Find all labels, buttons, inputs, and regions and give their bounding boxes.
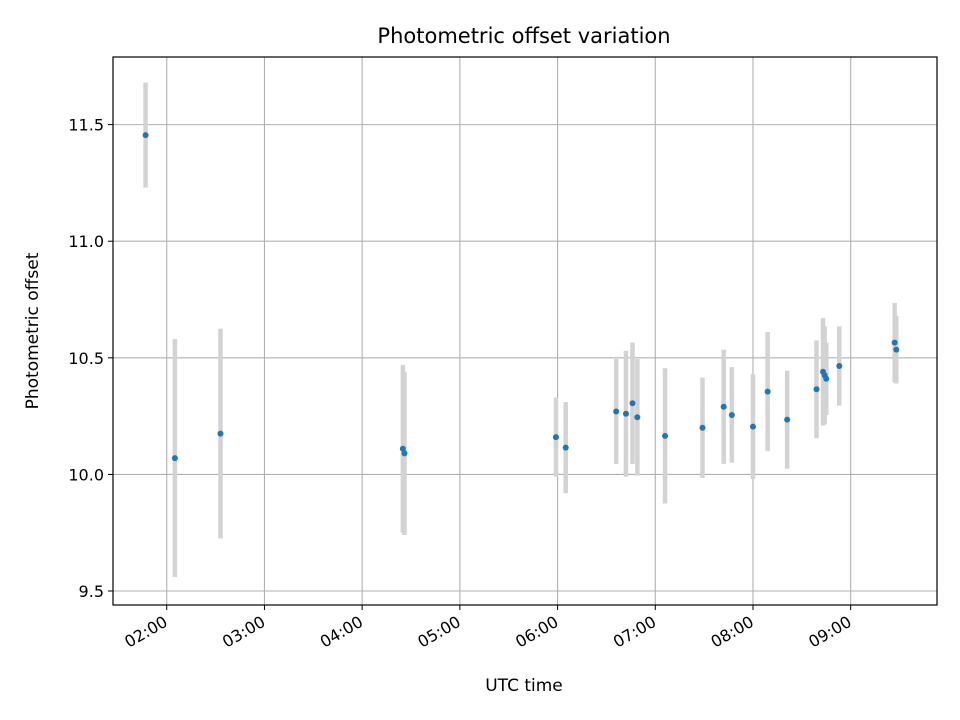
data-point bbox=[562, 444, 569, 451]
data-point bbox=[399, 445, 406, 452]
data-point bbox=[720, 403, 727, 410]
data-point bbox=[634, 414, 641, 421]
y-tick-label: 10.5 bbox=[68, 349, 104, 368]
y-tick-label: 10.0 bbox=[68, 465, 104, 484]
y-tick-label: 9.5 bbox=[79, 582, 104, 601]
y-axis-label: Photometric offset bbox=[23, 252, 43, 409]
y-tick-label: 11.0 bbox=[68, 232, 104, 251]
data-points bbox=[142, 132, 900, 462]
data-point bbox=[784, 416, 791, 423]
data-point bbox=[171, 455, 178, 462]
data-point bbox=[764, 388, 771, 395]
data-point bbox=[662, 432, 669, 439]
data-point bbox=[142, 132, 149, 139]
data-point bbox=[893, 346, 900, 353]
data-point bbox=[728, 411, 735, 418]
data-point bbox=[552, 434, 559, 441]
data-point bbox=[217, 430, 224, 437]
plot-frame bbox=[112, 56, 938, 606]
grid-lines bbox=[113, 57, 937, 605]
y-axis-ticks: 9.5 10.0 10.5 11.0 11.5 bbox=[68, 116, 113, 601]
data-point bbox=[613, 408, 620, 415]
chart-title: Photometric offset variation bbox=[377, 24, 670, 48]
data-point bbox=[622, 410, 629, 417]
data-point bbox=[629, 400, 636, 407]
data-point bbox=[836, 362, 843, 369]
data-point bbox=[699, 424, 706, 431]
data-point bbox=[749, 423, 756, 430]
data-point bbox=[813, 386, 820, 393]
data-point bbox=[823, 375, 830, 382]
data-point bbox=[891, 339, 898, 346]
x-axis-label: UTC time bbox=[485, 676, 563, 696]
y-tick-label: 11.5 bbox=[68, 116, 104, 135]
data-point bbox=[401, 450, 408, 457]
